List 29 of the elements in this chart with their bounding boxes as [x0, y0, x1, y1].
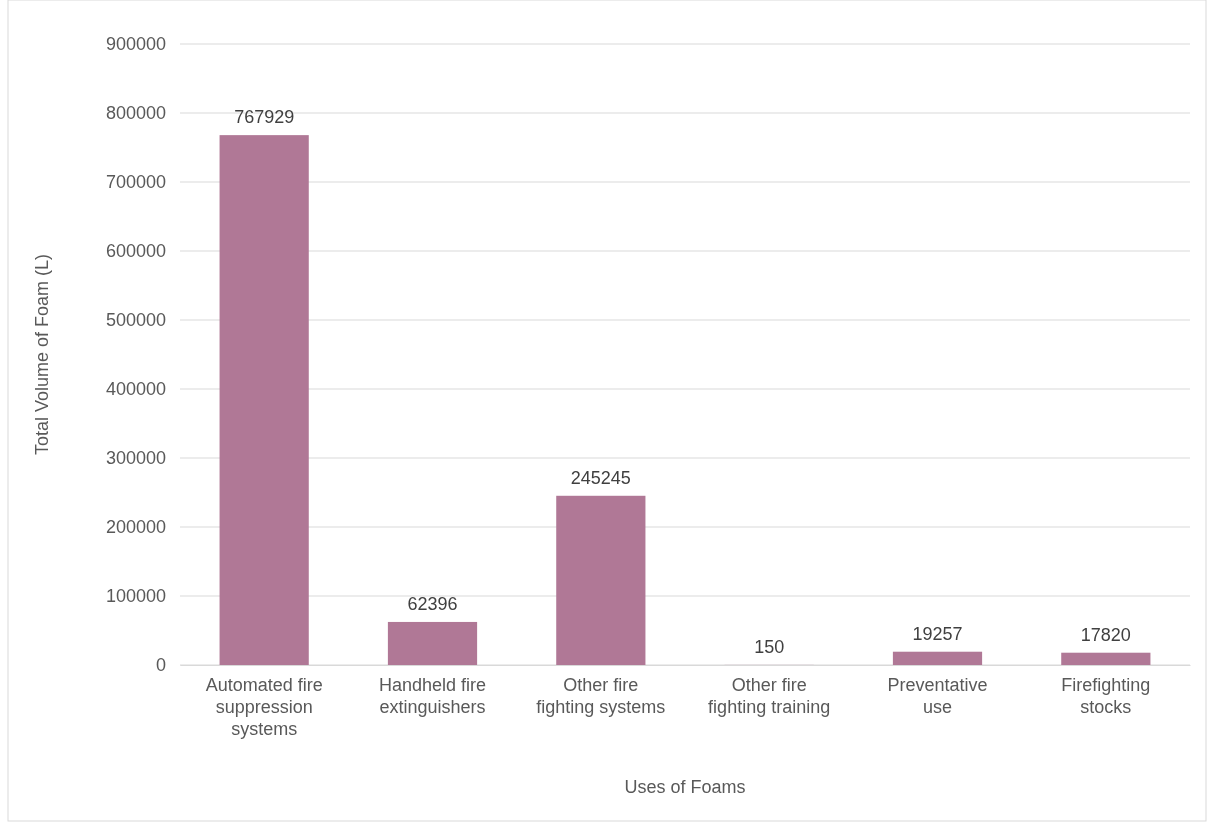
y-tick-label: 900000	[105, 34, 166, 55]
y-tick-label: 600000	[105, 241, 166, 262]
y-tick-label: 400000	[105, 379, 166, 400]
y-tick-label: 0	[155, 655, 166, 676]
bar	[1061, 652, 1151, 665]
bar	[219, 135, 309, 665]
y-tick-label: 200000	[105, 517, 166, 538]
y-tick-label: 700000	[105, 172, 166, 193]
bar	[556, 495, 646, 665]
x-tick-label: Other fire fighting systems	[536, 675, 666, 717]
y-axis-title: Total Volume of Foam (L)	[32, 253, 52, 456]
bar	[892, 651, 983, 665]
data-label: 767929	[234, 107, 295, 128]
x-axis-title: Uses of Foams	[624, 777, 746, 797]
y-tick-label: 500000	[105, 310, 166, 331]
bar	[387, 621, 478, 665]
data-label: 150	[754, 636, 785, 657]
x-tick-label: Firefighting stocks	[1061, 675, 1151, 717]
data-label: 62396	[407, 593, 458, 614]
x-tick-label: Automated fire suppression systems	[205, 675, 323, 739]
data-label: 245245	[570, 467, 631, 488]
y-tick-label: 800000	[105, 103, 166, 124]
y-tick-label: 100000	[105, 586, 166, 607]
x-tick-label: Handheld fire extinguishers	[378, 675, 487, 717]
x-tick-label: Preventative use	[887, 675, 988, 717]
x-tick-label: Other fire fighting training	[708, 675, 831, 717]
data-label: 17820	[1080, 624, 1131, 645]
data-label: 19257	[912, 623, 963, 644]
y-tick-label: 300000	[105, 448, 166, 469]
